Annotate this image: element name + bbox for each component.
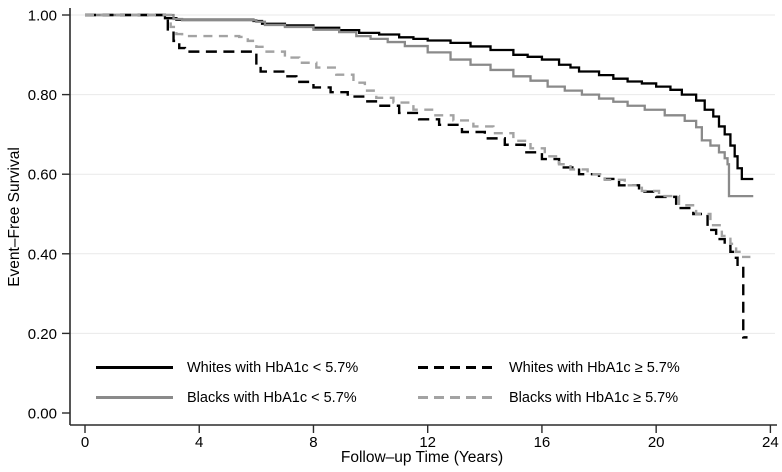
y-tick-label: 0.80 — [28, 87, 57, 104]
x-tick-label: 0 — [81, 434, 89, 451]
y-tick-label: 0.40 — [28, 246, 57, 263]
x-tick-label: 24 — [762, 434, 779, 451]
series-2-curve — [85, 13, 748, 339]
legend-line-sample — [418, 396, 495, 399]
legend-label: Blacks with HbA1c ≥ 5.7% — [509, 389, 679, 406]
legend-line-sample — [96, 396, 173, 399]
legend: Whites with HbA1c < 5.7% Whites with HbA1… — [96, 359, 680, 406]
legend-line-sample — [418, 366, 495, 369]
legend-label: Whites with HbA1c ≥ 5.7% — [509, 359, 680, 376]
y-tick-label: 0.60 — [28, 167, 57, 184]
x-tick-label: 20 — [648, 434, 665, 451]
x-tick-label: 4 — [195, 434, 203, 451]
x-tick-label: 12 — [419, 434, 436, 451]
y-tick-label: 0.20 — [28, 326, 57, 343]
series-3-curve — [85, 13, 751, 259]
x-tick-label: 16 — [534, 434, 551, 451]
x-tick-label: 8 — [309, 434, 317, 451]
x-axis-title: Follow–up Time (Years) — [340, 449, 504, 466]
series-0-curve — [85, 13, 754, 181]
legend-item-3: Blacks with HbA1c ≥ 5.7% — [418, 389, 680, 406]
legend-item-1: Blacks with HbA1c < 5.7% — [96, 389, 418, 406]
y-tick-label: 0.00 — [28, 406, 57, 423]
legend-label: Blacks with HbA1c < 5.7% — [187, 389, 357, 406]
legend-item-0: Whites with HbA1c < 5.7% — [96, 359, 418, 376]
y-tick-label: 1.00 — [28, 8, 57, 25]
y-axis-title: Event–Free Survival — [6, 147, 23, 287]
legend-label: Whites with HbA1c < 5.7% — [187, 359, 359, 376]
legend-item-2: Whites with HbA1c ≥ 5.7% — [418, 359, 680, 376]
series-1-curve — [85, 13, 754, 198]
legend-line-sample — [96, 366, 173, 369]
